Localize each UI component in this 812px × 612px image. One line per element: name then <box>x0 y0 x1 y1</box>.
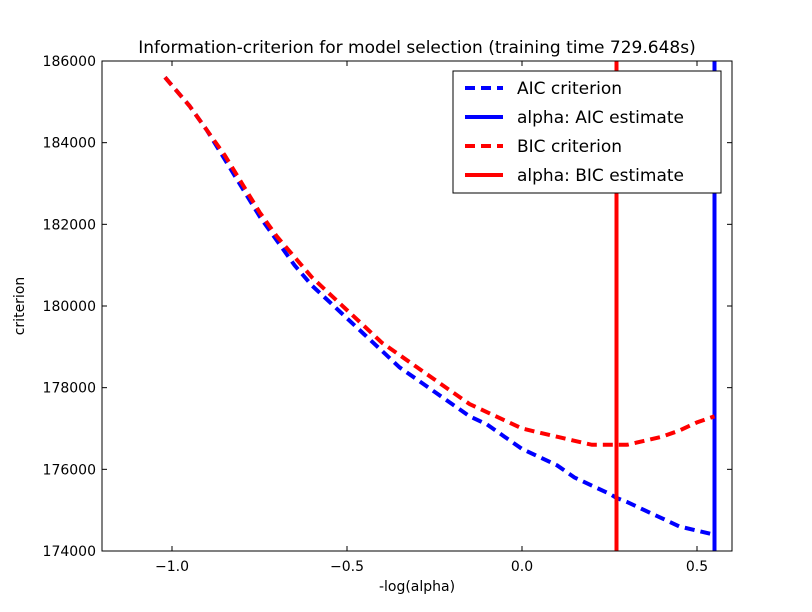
x-tick-label: 0.5 <box>686 559 708 575</box>
axes: −1.0 −0.5 0.0 0.5 174000 176000 178000 180000 18… <box>43 54 733 575</box>
legend-entry-label: BIC criterion <box>517 137 622 157</box>
legend-entry-label: alpha: BIC estimate <box>517 166 684 186</box>
series-aic-criterion-line <box>163 75 715 537</box>
series-bic-criterion-line <box>163 75 716 447</box>
y-tick-label: 184000 <box>43 136 96 152</box>
legend-box <box>452 70 722 194</box>
x-tick-label: −0.5 <box>330 559 364 575</box>
chart-title: Information-criterion for model selectio… <box>138 38 695 58</box>
y-tick-label: 176000 <box>43 462 96 478</box>
y-tick-label: 180000 <box>43 299 96 315</box>
y-tick-label: 178000 <box>43 381 96 397</box>
x-tick-label: 0.0 <box>511 559 533 575</box>
y-tick-label: 182000 <box>43 217 96 233</box>
y-tick-label: 174000 <box>43 544 96 560</box>
legend-entry-label: AIC criterion <box>517 79 622 99</box>
x-tick-label: −1.0 <box>155 559 189 575</box>
legend-entry-label: alpha: AIC estimate <box>517 108 684 128</box>
y-tick-label: 186000 <box>43 54 96 70</box>
x-axis-label: -log(alpha) <box>379 579 455 595</box>
legend: AIC criterion alpha: AIC estimate BIC crit… <box>452 70 722 194</box>
y-axis-label: criterion <box>12 277 28 336</box>
